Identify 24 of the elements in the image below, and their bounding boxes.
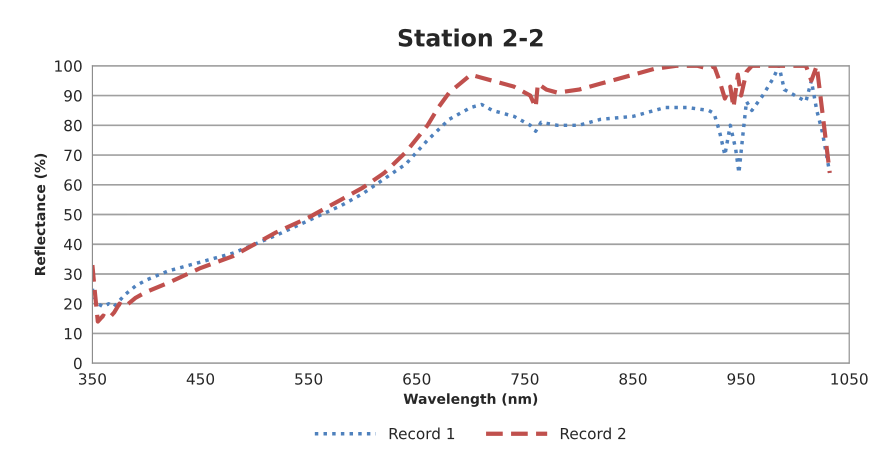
legend-label: Record 1 [390,428,454,440]
chart-title: Station 2-2 [398,28,543,47]
x-axis-title: Wavelength (nm) [404,393,538,407]
y-tick-label: 80 [64,120,82,132]
y-tick-label: 50 [64,208,82,221]
y-tick-label: 10 [64,328,82,340]
x-tick-label: 350 [78,373,106,385]
y-tick-label: 70 [64,150,82,162]
x-tick-label: 950 [727,373,755,385]
y-tick-label: 60 [64,179,82,191]
y-tick-label: 90 [64,90,82,102]
x-tick-label: 550 [295,373,322,385]
x-tick-label: 450 [186,373,214,385]
legend-label: Record 2 [560,428,626,440]
y-tick-label: 0 [74,358,82,370]
y-axis-title: Reflectance (%) [34,154,47,276]
y-tick-label: 20 [64,298,82,310]
y-tick-label: 30 [64,268,82,280]
x-tick-label: 650 [403,373,430,385]
x-tick-label: 1050 [831,373,868,385]
x-tick-label: 750 [512,373,538,385]
y-tick-label: 100 [55,60,82,72]
x-tick-label: 850 [619,373,647,385]
y-tick-label: 40 [64,238,82,250]
